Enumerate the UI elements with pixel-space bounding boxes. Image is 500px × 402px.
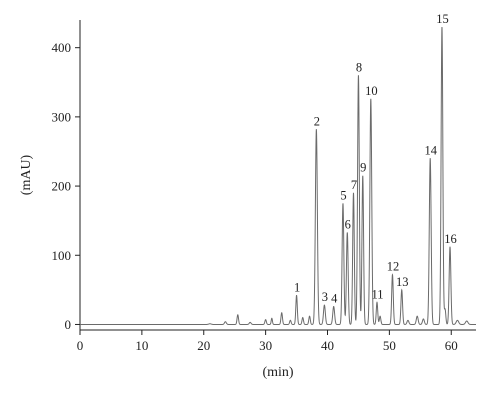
- chromatogram-trace: [80, 26, 476, 325]
- x-tick-label: 0: [77, 338, 84, 353]
- y-tick-label: 100: [52, 248, 72, 263]
- y-tick-label: 200: [52, 179, 72, 194]
- x-tick-label: 40: [321, 338, 334, 353]
- peak-label: 9: [360, 161, 366, 175]
- y-axis-title: (mAU): [19, 154, 34, 195]
- peak-label: 6: [345, 217, 351, 231]
- x-tick-label: 50: [383, 338, 396, 353]
- peak-label: 14: [424, 143, 437, 157]
- y-tick-label: 400: [52, 40, 72, 55]
- peak-label: 1: [294, 280, 300, 294]
- peak-label: 13: [396, 275, 409, 289]
- peak-label: 16: [444, 232, 457, 246]
- y-tick-label: 300: [52, 109, 72, 124]
- x-ticks: 0 10 20 30 40 50 60: [77, 330, 458, 353]
- peak-label: 5: [340, 188, 346, 202]
- peak-label: 7: [351, 178, 357, 192]
- x-tick-label: 30: [259, 338, 272, 353]
- peak-label: 11: [371, 287, 383, 301]
- x-tick-label: 10: [135, 338, 148, 353]
- peak-label: 4: [331, 291, 338, 305]
- x-tick-label: 20: [197, 338, 210, 353]
- peak-label: 3: [322, 290, 328, 304]
- x-axis-title: (min): [262, 365, 293, 380]
- y-tick-label: 0: [65, 317, 72, 332]
- peak-label: 8: [356, 60, 362, 74]
- y-ticks: 0 100 200 300 400: [52, 40, 80, 332]
- peak-label: 10: [365, 84, 378, 98]
- peak-label: 2: [314, 114, 320, 128]
- x-tick-label: 60: [445, 338, 458, 353]
- peak-label: 15: [436, 12, 449, 26]
- peak-label: 12: [387, 260, 400, 274]
